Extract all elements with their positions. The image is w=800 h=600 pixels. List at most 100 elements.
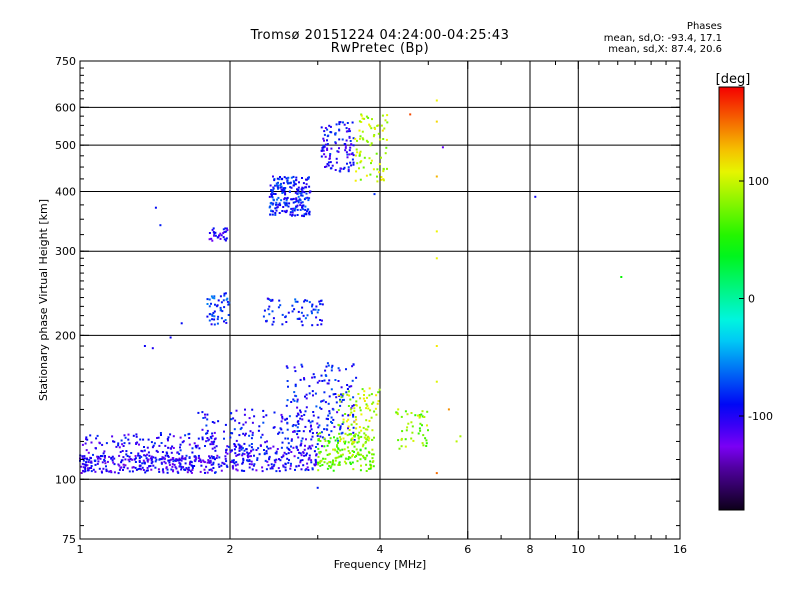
data-point <box>311 305 313 308</box>
data-point <box>284 418 287 421</box>
data-point <box>205 440 208 443</box>
data-point <box>266 297 269 300</box>
data-point <box>370 466 373 469</box>
data-point <box>404 445 407 448</box>
data-point <box>282 464 285 467</box>
data-point <box>421 424 423 427</box>
data-point <box>359 135 362 138</box>
data-point <box>299 208 302 211</box>
data-point <box>87 451 90 454</box>
data-point <box>368 437 371 440</box>
data-point <box>287 311 290 314</box>
data-point <box>82 466 85 469</box>
data-point <box>305 468 308 470</box>
data-point <box>141 466 144 469</box>
data-point <box>290 462 292 465</box>
data-point <box>355 148 358 151</box>
data-point <box>291 214 294 216</box>
data-point <box>166 438 169 440</box>
data-point <box>146 466 149 469</box>
data-point <box>251 431 254 434</box>
data-point <box>281 210 284 212</box>
data-point <box>359 178 362 181</box>
data-point <box>127 438 130 441</box>
data-point <box>292 197 295 200</box>
data-point <box>264 441 267 444</box>
data-point <box>346 156 349 159</box>
data-point <box>320 431 323 434</box>
data-point <box>337 452 340 455</box>
data-point <box>225 227 228 230</box>
data-point <box>339 428 342 431</box>
data-point <box>363 436 366 439</box>
data-point <box>171 445 174 448</box>
data-point <box>291 304 294 307</box>
data-point <box>383 127 386 130</box>
data-point <box>305 178 308 181</box>
data-point <box>216 304 219 307</box>
data-point <box>303 378 306 381</box>
data-point <box>201 438 204 441</box>
data-point <box>343 143 346 146</box>
data-point <box>347 130 350 133</box>
data-point <box>303 213 306 216</box>
data-point <box>281 323 284 326</box>
data-point <box>380 178 383 181</box>
data-point <box>300 194 303 197</box>
data-point <box>356 460 359 463</box>
data-point <box>152 456 155 459</box>
data-point <box>322 399 325 402</box>
data-point <box>225 230 228 233</box>
data-point <box>131 470 134 473</box>
data-point <box>97 460 100 463</box>
data-point <box>206 315 209 318</box>
data-point <box>209 460 212 462</box>
data-point <box>334 379 337 381</box>
data-point <box>276 206 279 209</box>
data-point <box>281 313 284 316</box>
data-point <box>305 393 308 396</box>
data-point <box>135 435 138 438</box>
data-point <box>327 161 330 164</box>
data-point <box>349 398 352 401</box>
data-point <box>345 151 348 154</box>
data-point <box>412 439 415 442</box>
data-point <box>212 467 215 469</box>
data-point <box>233 443 236 445</box>
data-point <box>128 470 131 473</box>
data-point <box>312 373 315 376</box>
data-point <box>342 398 345 401</box>
data-point <box>210 440 213 443</box>
data-point <box>150 462 153 465</box>
data-point <box>292 430 295 433</box>
data-point <box>305 192 308 195</box>
data-point <box>299 443 302 446</box>
data-point <box>323 391 326 394</box>
x-tick-label: 1 <box>77 543 84 556</box>
data-point <box>300 468 303 471</box>
data-point <box>315 463 318 466</box>
data-point <box>138 457 141 459</box>
data-point <box>287 448 290 450</box>
data-point <box>184 434 187 437</box>
data-point <box>166 471 169 474</box>
data-point <box>242 432 245 435</box>
data-point <box>297 201 300 204</box>
data-point <box>105 468 108 471</box>
data-point <box>295 395 298 398</box>
data-point <box>214 234 217 237</box>
grid <box>80 61 680 539</box>
data-point <box>223 292 226 295</box>
data-point <box>240 446 243 449</box>
data-point <box>220 317 223 320</box>
data-point <box>291 310 294 313</box>
data-point <box>411 431 414 434</box>
data-point <box>296 430 299 433</box>
data-point <box>278 431 281 434</box>
data-point <box>185 454 188 457</box>
data-point <box>94 459 97 462</box>
data-point <box>296 406 299 409</box>
data-point <box>316 431 318 434</box>
data-point <box>354 403 357 406</box>
